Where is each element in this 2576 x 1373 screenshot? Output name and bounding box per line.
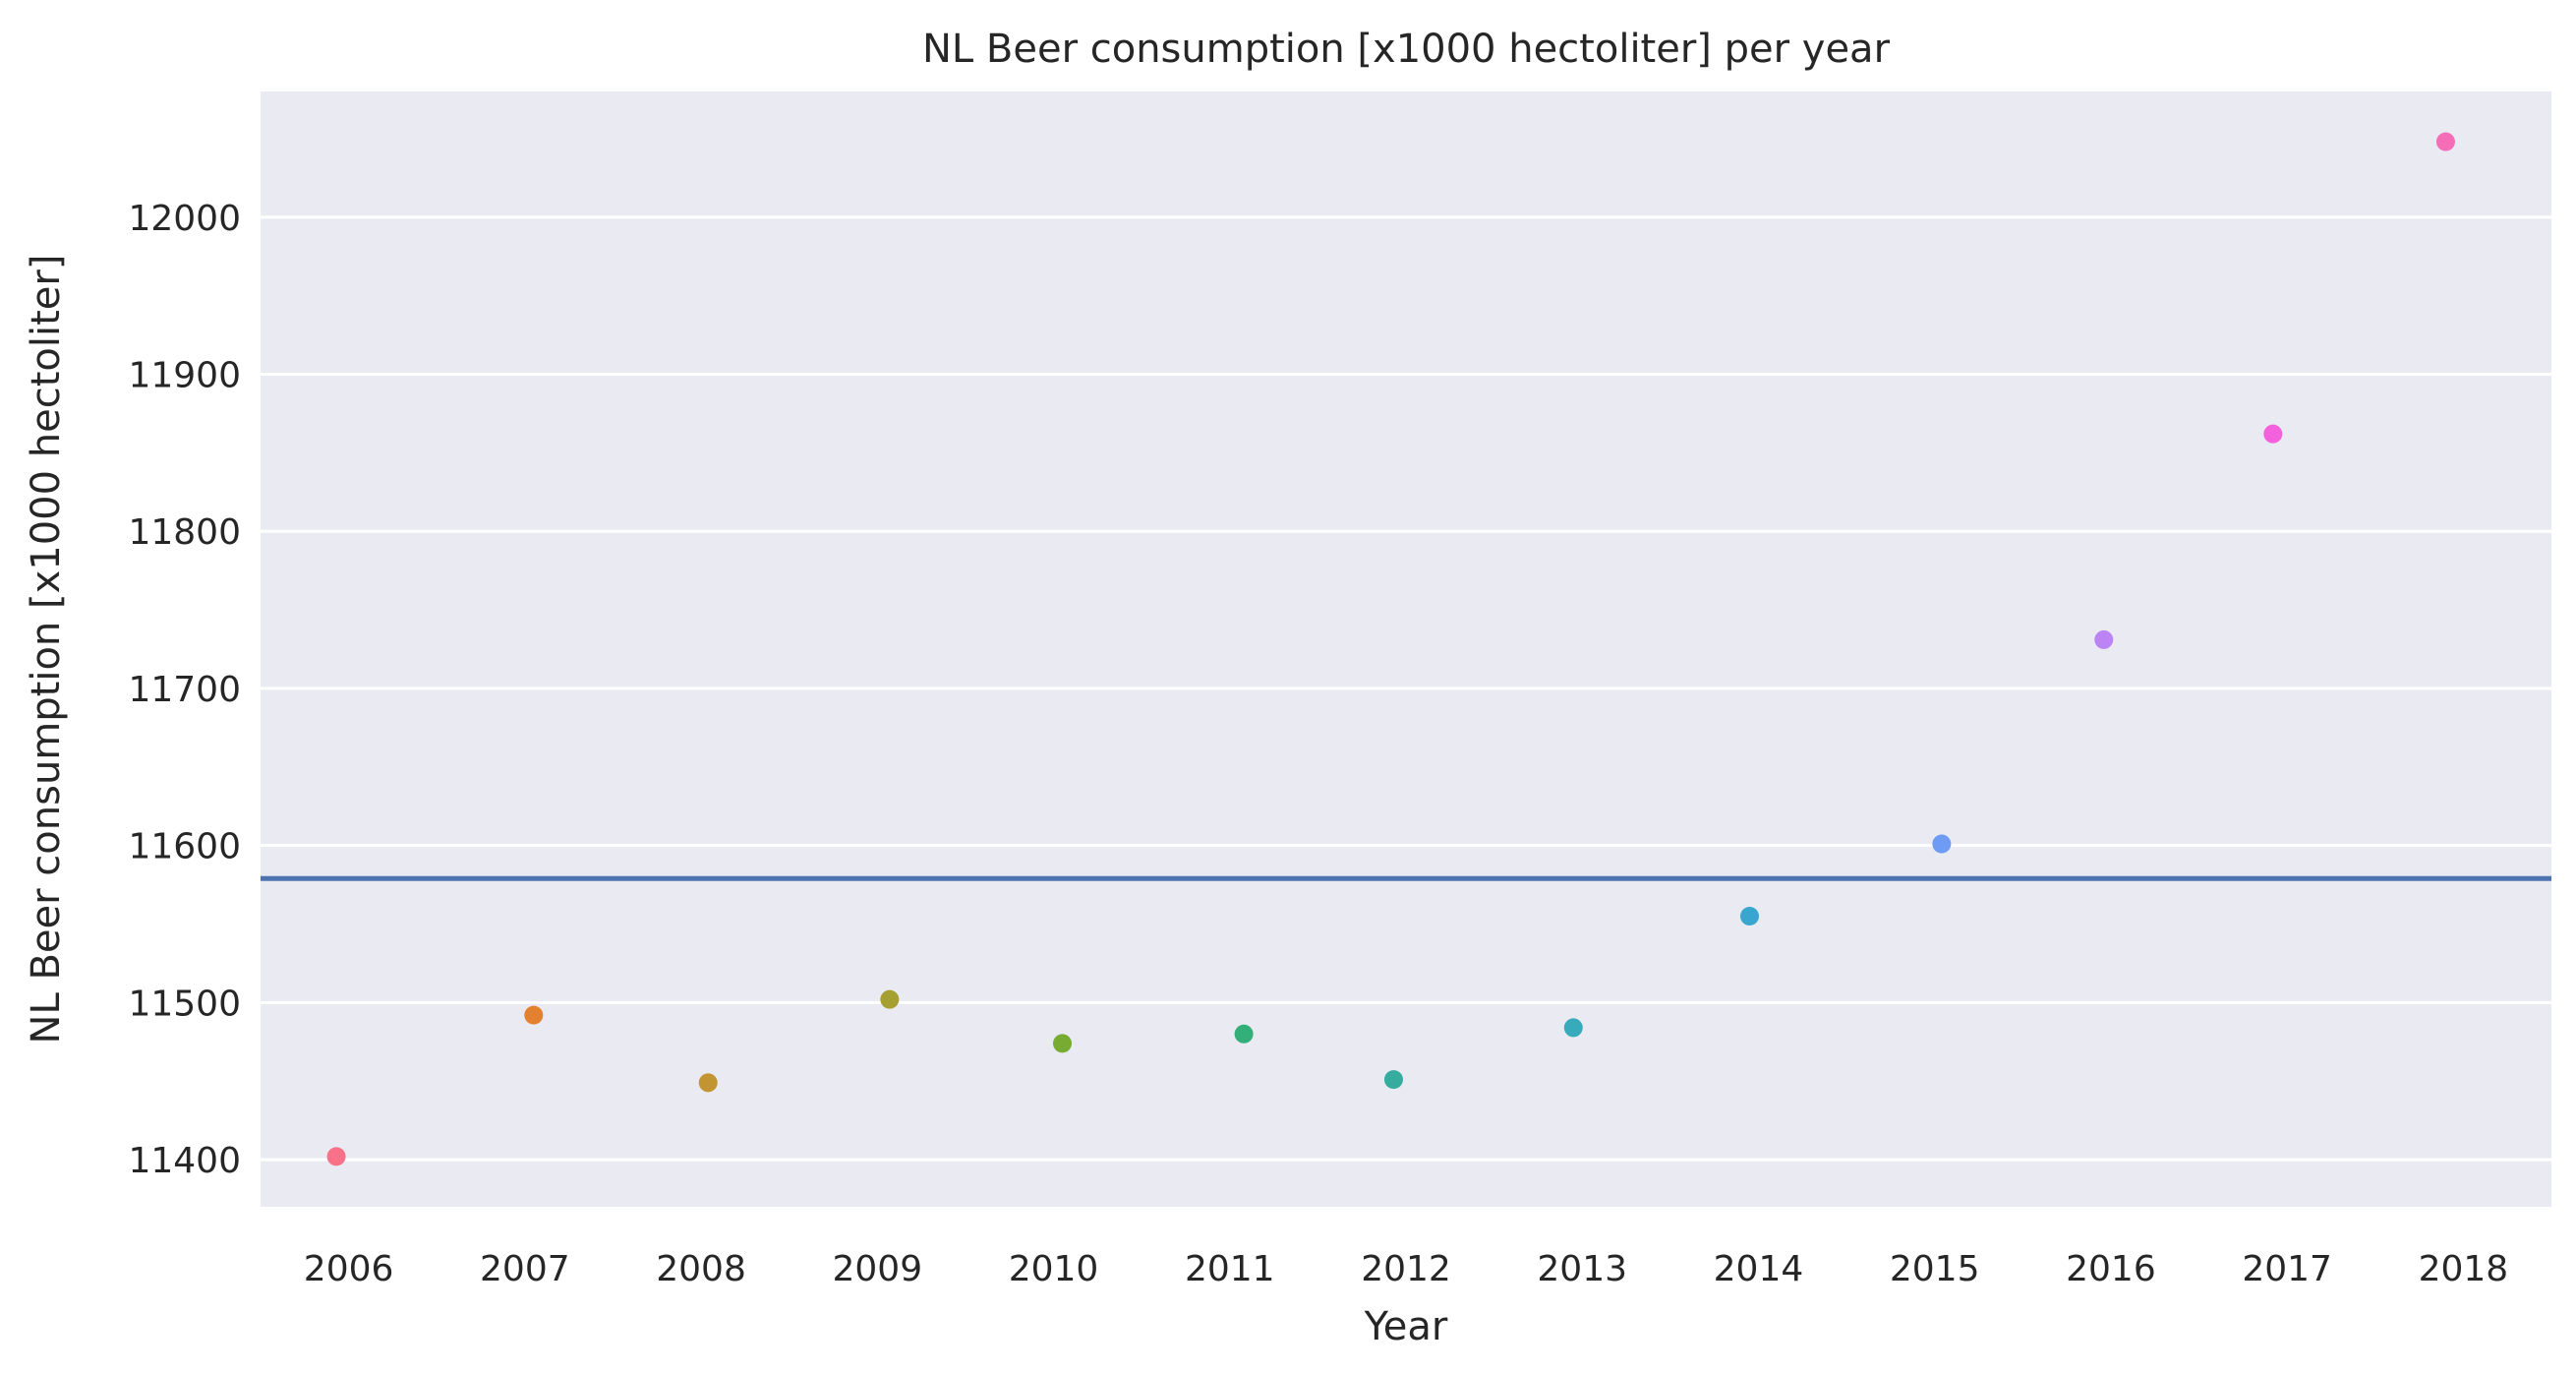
y-tick-label: 11800 <box>128 512 241 553</box>
y-tick-label: 11400 <box>128 1141 241 1181</box>
x-tick-label: 2015 <box>1890 1249 1980 1289</box>
x-tick-label: 2009 <box>832 1249 922 1289</box>
y-tick-label: 11700 <box>128 670 241 710</box>
data-point-2016 <box>2094 629 2114 649</box>
data-point-2013 <box>1563 1018 1583 1038</box>
x-tick-label: 2011 <box>1185 1249 1275 1289</box>
data-point-2009 <box>880 989 900 1009</box>
data-point-2007 <box>524 1005 544 1025</box>
x-axis-label: Year <box>1364 1304 1448 1349</box>
data-point-2015 <box>1932 834 1952 854</box>
x-tick-label: 2013 <box>1537 1249 1627 1289</box>
x-tick-label: 2016 <box>2066 1249 2156 1289</box>
y-tick-label: 12000 <box>128 199 241 239</box>
x-axis-ticks: 2006 2007 2008 2009 2010 2011 2012 2013 2014 2015… <box>304 1249 2508 1289</box>
data-point-2017 <box>2263 424 2283 444</box>
x-tick-label: 2012 <box>1361 1249 1451 1289</box>
y-axis-ticks: 11400 11500 11600 11700 11800 11900 12000 <box>128 199 241 1181</box>
data-points <box>326 132 2455 1166</box>
y-tick-label: 11500 <box>128 984 241 1024</box>
y-axis-label: NL Beer consumption [x1000 hectoliter] <box>24 255 69 1045</box>
data-point-2010 <box>1053 1034 1072 1053</box>
data-point-2008 <box>698 1073 718 1093</box>
x-tick-label: 2018 <box>2419 1249 2509 1289</box>
data-point-2014 <box>1740 907 1759 926</box>
data-point-2011 <box>1234 1024 1254 1044</box>
data-point-2018 <box>2435 132 2455 151</box>
x-tick-label: 2017 <box>2242 1249 2332 1289</box>
plot-area <box>261 91 2551 1207</box>
x-tick-label: 2006 <box>304 1249 394 1289</box>
x-tick-label: 2010 <box>1009 1249 1099 1289</box>
x-tick-label: 2008 <box>656 1249 746 1289</box>
chart-title: NL Beer consumption [x1000 hectoliter] p… <box>922 27 1891 72</box>
y-tick-label: 11900 <box>128 355 241 395</box>
x-tick-label: 2007 <box>480 1249 570 1289</box>
x-tick-label: 2014 <box>1714 1249 1804 1289</box>
gridlines <box>261 215 2551 1162</box>
data-point-2012 <box>1383 1070 1403 1090</box>
data-point-2006 <box>326 1147 346 1166</box>
y-tick-label: 11600 <box>128 827 241 867</box>
